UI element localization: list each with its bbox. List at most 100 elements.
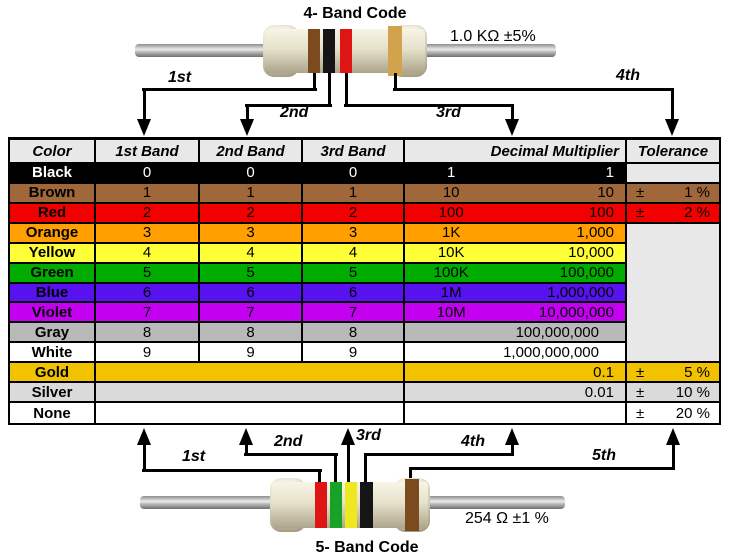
header-cell-2nd-band: 2nd Band [198,140,301,164]
resistor-band-red [340,29,352,73]
table-row-yellow: Yellow 4 4 4 10K 10,000 [10,243,719,264]
resistor-band-brown [405,479,419,531]
arrow-line-3rd-top [344,104,514,107]
arrow-line-4th-bottom [365,453,514,456]
arrow-line-4th-top [393,88,674,91]
cell-white-tolerance [625,343,719,364]
tolerance-value: 20 % [675,404,710,422]
arrow-line-5th-bottom [410,467,675,470]
multiplier-short: 1 [447,164,456,182]
cell-gray-band3: 8 [301,323,403,344]
arrowhead-3rd-bottom [341,428,355,445]
tolerance-plus-minus: ± [636,383,645,401]
cell-gold-tolerance: ±5 % [625,363,719,384]
cell-violet-name: Violet [10,303,94,324]
cell-white-band1: 9 [94,343,198,364]
arrow-label-4th-bottom: 4th [461,433,485,450]
arrow-stub-5th-bottom [409,467,412,482]
tolerance-value: 10 % [675,383,710,401]
tolerance-value: 2 % [684,204,710,222]
cell-brown-multiplier: 10 10 [403,183,625,204]
cell-gray-band1: 8 [94,323,198,344]
cell-gray-band2: 8 [198,323,301,344]
multiplier-full: 100,000 [559,264,614,282]
cell-black-name: Black [10,164,94,184]
cell-blue-multiplier: 1M 1,000,000 [403,283,625,304]
table-row-red: Red 2 2 2 100 100 ±2 % [10,203,719,224]
cell-orange-band1: 3 [94,223,198,244]
cell-green-multiplier: 100K 100,000 [403,263,625,284]
cell-gray-tolerance [625,323,719,344]
arrow-label-3rd-bottom: 3rd [356,427,381,444]
table-row-gold: Gold 0.1 ±5 % [10,363,719,384]
resistor-band-yellow [345,482,357,528]
multiplier-short: 100K [433,264,469,282]
cell-blue-tolerance [625,283,719,304]
cell-black-tolerance [625,164,719,184]
arrow-stem-3rd-top [511,104,514,121]
arrow-stub-1st-top [313,73,316,91]
cell-green-band2: 5 [198,263,301,284]
cell-orange-multiplier: 1K 1,000 [403,223,625,244]
cell-brown-name: Brown [10,183,94,204]
cell-black-band1: 0 [94,164,198,184]
arrow-stub-2nd-bottom [334,453,337,482]
arrowhead-4th-top [665,119,679,136]
cell-violet-band2: 7 [198,303,301,324]
multiplier-short: 10M [436,303,466,321]
cell-white-multiplier: 1,000,000,000 [403,343,625,364]
multiplier-short: 10K [437,244,465,262]
table-row-gray: Gray 8 8 8 100,000,000 [10,323,719,344]
cell-yellow-band2: 4 [198,243,301,264]
cell-orange-band3: 3 [301,223,403,244]
resistor-band-black [360,482,373,528]
cell-red-band2: 2 [198,203,301,224]
multiplier-full: 10 [597,184,614,202]
multiplier-full: 100,000,000 [515,323,599,341]
arrowhead-4th-bottom [505,428,519,445]
multiplier-full: 1,000,000 [547,283,614,301]
resistor-band-brown [308,29,320,73]
five-band-value-label: 254 Ω ±1 % [465,510,549,527]
arrow-stem-4th-bottom [511,445,514,456]
header-cell-1st-band: 1st Band [94,140,198,164]
cell-gold-name: Gold [10,363,94,384]
cell-none-bands-merged [94,403,403,423]
arrow-stub-4th-bottom [364,453,367,482]
multiplier-full: 1,000 [576,224,614,242]
cell-gold-multiplier: 0.1 [403,363,625,384]
cell-green-band1: 5 [94,263,198,284]
cell-silver-name: Silver [10,383,94,404]
cell-blue-name: Blue [10,283,94,304]
cell-orange-tolerance [625,223,719,244]
cell-red-name: Red [10,203,94,224]
tolerance-plus-minus: ± [636,404,645,422]
cell-brown-tolerance: ±1 % [625,183,719,204]
cell-silver-bands-merged [94,383,403,404]
resistor-band-gold [388,26,402,76]
cell-brown-band3: 1 [301,183,403,204]
table-row-white: White 9 9 9 1,000,000,000 [10,343,719,364]
multiplier-short: 1K [442,224,461,242]
arrow-line-2nd-bottom [244,453,338,456]
arrow-stub-3rd-top [345,73,348,107]
arrow-stem-4th-top [671,88,674,121]
cell-green-tolerance [625,263,719,284]
arrowhead-5th-bottom [666,428,680,445]
multiplier-short: 100 [438,204,464,222]
arrow-label-3rd-top: 3rd [436,104,461,121]
table-row-silver: Silver 0.01 ±10 % [10,383,719,404]
cell-yellow-tolerance [625,243,719,264]
cell-yellow-name: Yellow [10,243,94,264]
multiplier-full: 10,000 [568,244,614,262]
header-cell-3rd-band: 3rd Band [301,140,403,164]
cell-none-tolerance: ±20 % [625,403,719,423]
resistor-band-green [330,482,342,528]
table-row-blue: Blue 6 6 6 1M 1,000,000 [10,283,719,304]
cell-red-multiplier: 100 100 [403,203,625,224]
multiplier-full: 100 [588,204,614,222]
cell-red-band3: 2 [301,203,403,224]
cell-silver-tolerance: ±10 % [625,383,719,404]
cell-orange-band2: 3 [198,223,301,244]
cell-black-band2: 0 [198,164,301,184]
